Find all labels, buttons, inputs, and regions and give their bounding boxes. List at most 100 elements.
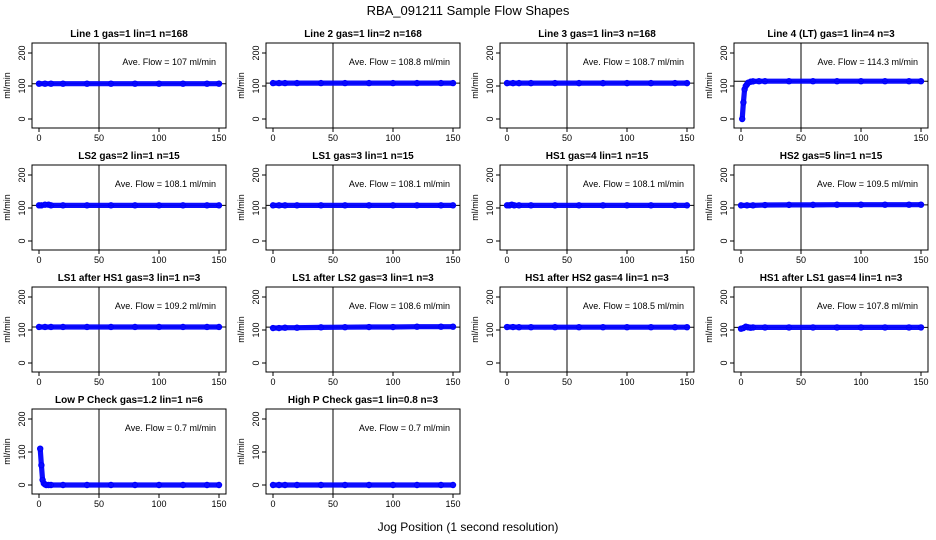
x-tick-label: 0 bbox=[270, 133, 275, 143]
y-tick-label: 0 bbox=[485, 238, 495, 243]
panel-4: Line 4 (LT) gas=1 lin=4 n=3 0 100 200 ml/min… bbox=[704, 29, 929, 143]
x-tick-label: 100 bbox=[385, 255, 400, 265]
x-tick-label: 150 bbox=[679, 133, 694, 143]
x-tick-label: 150 bbox=[913, 133, 928, 143]
panel-title: HS1 after HS2 gas=4 lin=1 n=3 bbox=[525, 273, 669, 284]
panel-title: HS1 after LS1 gas=4 lin=1 n=3 bbox=[760, 273, 903, 284]
panel-title: Low P Check gas=1.2 lin=1 n=6 bbox=[55, 395, 203, 406]
panel-14: High P Check gas=1 lin=0.8 n=3 0 100 200 ml/… bbox=[236, 395, 461, 509]
y-axis-label: ml/min bbox=[236, 438, 246, 465]
y-tick-label: 0 bbox=[719, 238, 729, 243]
x-tick-label: 50 bbox=[328, 377, 338, 387]
panel-title: HS2 gas=5 lin=1 n=15 bbox=[780, 151, 883, 162]
y-axis-label: ml/min bbox=[470, 316, 480, 343]
y-tick-label: 0 bbox=[17, 116, 27, 121]
y-tick-label: 200 bbox=[485, 45, 495, 60]
y-tick-label: 100 bbox=[251, 200, 261, 215]
average-flow-annotation: Ave. Flow = 108.5 ml/min bbox=[583, 301, 684, 311]
y-tick-label: 100 bbox=[485, 78, 495, 93]
y-tick-label: 0 bbox=[251, 238, 261, 243]
panel-7: HS1 gas=4 lin=1 n=15 0 100 200 ml/min 0 50 100 1… bbox=[470, 151, 695, 265]
x-tick-label: 150 bbox=[211, 133, 226, 143]
panel-2: Line 2 gas=1 lin=2 n=168 0 100 200 ml/min 0 50… bbox=[236, 29, 461, 143]
x-tick-label: 100 bbox=[853, 133, 868, 143]
x-tick-label: 0 bbox=[738, 133, 743, 143]
y-tick-label: 0 bbox=[485, 360, 495, 365]
panel-9: LS1 after HS1 gas=3 lin=1 n=3 0 100 200 ml/m… bbox=[2, 273, 227, 387]
x-tick-label: 150 bbox=[445, 377, 460, 387]
x-tick-label: 50 bbox=[796, 255, 806, 265]
y-tick-label: 100 bbox=[719, 78, 729, 93]
x-tick-label: 0 bbox=[36, 499, 41, 509]
figure-title: RBA_091211 Sample Flow Shapes bbox=[367, 3, 570, 18]
x-tick-label: 100 bbox=[385, 499, 400, 509]
panel-title: Line 1 gas=1 lin=1 n=168 bbox=[70, 29, 188, 40]
y-axis-label: ml/min bbox=[2, 438, 12, 465]
y-tick-label: 200 bbox=[251, 45, 261, 60]
y-tick-label: 200 bbox=[17, 45, 27, 60]
x-tick-label: 0 bbox=[36, 377, 41, 387]
x-tick-label: 50 bbox=[328, 499, 338, 509]
average-flow-annotation: Ave. Flow = 0.7 ml/min bbox=[359, 423, 450, 433]
y-axis-label: ml/min bbox=[236, 316, 246, 343]
x-tick-label: 150 bbox=[211, 255, 226, 265]
x-tick-label: 50 bbox=[562, 377, 572, 387]
x-tick-label: 150 bbox=[913, 255, 928, 265]
average-flow-annotation: Ave. Flow = 107.8 ml/min bbox=[817, 301, 918, 311]
x-tick-label: 150 bbox=[211, 499, 226, 509]
x-tick-label: 50 bbox=[328, 255, 338, 265]
y-tick-label: 100 bbox=[17, 322, 27, 337]
y-tick-label: 100 bbox=[719, 200, 729, 215]
x-tick-label: 0 bbox=[270, 255, 275, 265]
y-tick-label: 100 bbox=[17, 444, 27, 459]
y-tick-label: 0 bbox=[17, 482, 27, 487]
y-tick-label: 200 bbox=[719, 289, 729, 304]
panel-3: Line 3 gas=1 lin=3 n=168 0 100 200 ml/min 0 50… bbox=[470, 29, 695, 143]
y-tick-label: 100 bbox=[251, 444, 261, 459]
x-tick-label: 50 bbox=[94, 377, 104, 387]
x-tick-label: 150 bbox=[211, 377, 226, 387]
x-tick-label: 0 bbox=[270, 499, 275, 509]
y-tick-label: 200 bbox=[17, 289, 27, 304]
x-tick-label: 0 bbox=[36, 133, 41, 143]
x-tick-label: 100 bbox=[619, 377, 634, 387]
y-tick-label: 0 bbox=[17, 360, 27, 365]
y-tick-label: 0 bbox=[719, 116, 729, 121]
x-tick-label: 50 bbox=[94, 499, 104, 509]
y-tick-label: 200 bbox=[17, 167, 27, 182]
y-tick-label: 100 bbox=[251, 78, 261, 93]
y-tick-label: 100 bbox=[719, 322, 729, 337]
panel-6: LS1 gas=3 lin=1 n=15 0 100 200 ml/min 0 50 100 1… bbox=[236, 151, 461, 265]
data-trace bbox=[504, 202, 690, 208]
y-tick-label: 100 bbox=[17, 78, 27, 93]
panel-5: LS2 gas=2 lin=1 n=15 0 100 200 ml/min 0 50 100 1… bbox=[2, 151, 227, 265]
panel-grid: Line 1 gas=1 lin=1 n=168 0 100 200 ml/min 0 50… bbox=[2, 29, 929, 509]
plot-frame bbox=[31, 408, 227, 495]
x-tick-label: 50 bbox=[796, 377, 806, 387]
panel-title: Line 3 gas=1 lin=3 n=168 bbox=[538, 29, 656, 40]
y-axis-label: ml/min bbox=[236, 194, 246, 221]
y-tick-label: 200 bbox=[719, 167, 729, 182]
panel-title: HS1 gas=4 lin=1 n=15 bbox=[546, 151, 649, 162]
data-trace bbox=[738, 324, 924, 332]
average-flow-annotation: Ave. Flow = 109.5 ml/min bbox=[817, 179, 918, 189]
x-tick-label: 50 bbox=[94, 133, 104, 143]
data-trace bbox=[270, 324, 456, 331]
x-tick-label: 100 bbox=[151, 255, 166, 265]
x-tick-label: 50 bbox=[796, 133, 806, 143]
x-tick-label: 0 bbox=[504, 377, 509, 387]
y-tick-label: 200 bbox=[17, 411, 27, 426]
x-tick-label: 50 bbox=[562, 255, 572, 265]
average-flow-annotation: Ave. Flow = 0.7 ml/min bbox=[125, 423, 216, 433]
x-tick-label: 100 bbox=[853, 255, 868, 265]
y-tick-label: 200 bbox=[251, 289, 261, 304]
figure-xlabel: Jog Position (1 second resolution) bbox=[378, 520, 559, 534]
panel-11: HS1 after HS2 gas=4 lin=1 n=3 0 100 200 ml/m… bbox=[470, 273, 695, 387]
panel-title: LS1 gas=3 lin=1 n=15 bbox=[312, 151, 414, 162]
x-tick-label: 150 bbox=[913, 377, 928, 387]
y-tick-label: 200 bbox=[251, 167, 261, 182]
y-axis-label: ml/min bbox=[236, 72, 246, 99]
y-tick-label: 100 bbox=[251, 322, 261, 337]
y-tick-label: 200 bbox=[719, 45, 729, 60]
